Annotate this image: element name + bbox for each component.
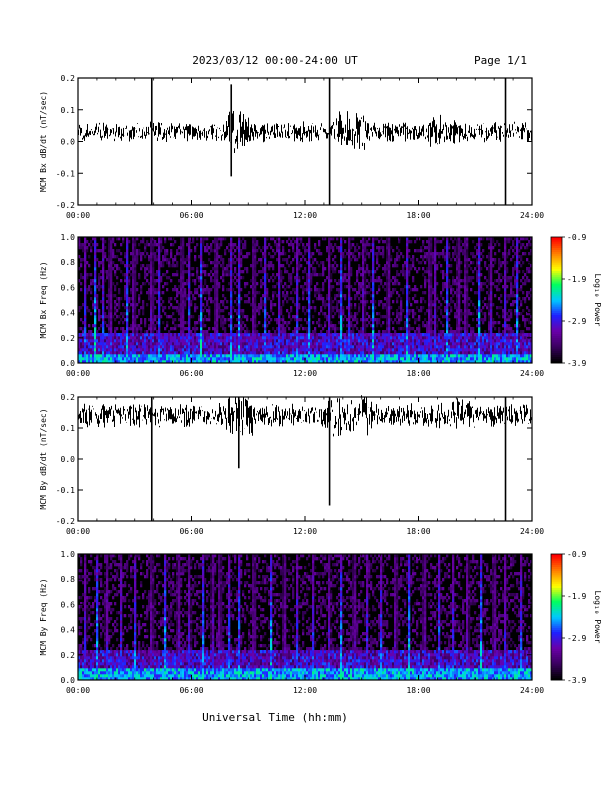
panel-bx-trace: 00:00 06:00 12:00 18:00 24:00 -0.2 -0.1 0.0 0.1 0… — [39, 74, 544, 220]
y-tick-label: 0.6 — [61, 283, 76, 292]
colorbar-tick-label: -1.9 — [567, 275, 586, 284]
x-tick-label: 12:00 — [293, 527, 317, 536]
y-axis-label: MCM By dB/dt (nT/sec) — [39, 408, 48, 509]
y-tick-label: 0.2 — [61, 393, 76, 402]
x-tick-label: 24:00 — [520, 211, 544, 220]
y-tick-label: 0.6 — [61, 600, 76, 609]
colorbar-label: Log₁₀ Power — [593, 591, 602, 644]
panel-by-spectrogram: -0.9 -1.9 -2.9 -3.9 Log₁₀ Power 00:00 06:00 12:… — [39, 550, 602, 695]
x-tick-label: 18:00 — [406, 686, 430, 695]
x-tick-label: 18:00 — [406, 211, 430, 220]
panel-bx-spectrogram: -0.9 -1.9 -2.9 -3.9 Log₁₀ Power 00:00 06:00 12:… — [39, 233, 602, 378]
y-tick-label: 0.8 — [61, 575, 76, 584]
y-tick-label: 0.1 — [61, 106, 76, 115]
x-tick-label: 24:00 — [520, 527, 544, 536]
plot-frame — [77, 77, 533, 206]
y-tick-label: 1.0 — [61, 550, 76, 559]
x-tick-label: 06:00 — [179, 527, 203, 536]
colorbar-frame — [550, 553, 563, 681]
colorbar-label: Log₁₀ Power — [593, 274, 602, 327]
x-tick-label: 00:00 — [66, 527, 90, 536]
y-tick-label: 0.8 — [61, 258, 76, 267]
y-tick-label: 0.0 — [61, 359, 76, 368]
colorbar-tick-label: -0.9 — [567, 233, 586, 242]
y-tick-label: 1.0 — [61, 233, 76, 242]
x-tick-label: 00:00 — [66, 686, 90, 695]
colorbar-tick-label: -2.9 — [567, 634, 586, 643]
spectrogram-cells — [78, 554, 533, 681]
colorbar-tick-label: -1.9 — [567, 592, 586, 601]
y-tick-label: -0.1 — [56, 486, 75, 495]
y-tick-label: 0.4 — [61, 309, 76, 318]
x-tick-label: 24:00 — [520, 686, 544, 695]
x-tick-label: 18:00 — [406, 369, 430, 378]
y-tick-label: 0.0 — [61, 138, 76, 147]
x-tick-label: 06:00 — [179, 686, 203, 695]
y-tick-label: 0.2 — [61, 334, 76, 343]
colorbar: -0.9 -1.9 -2.9 -3.9 Log₁₀ Power — [550, 550, 602, 685]
colorbar-tick-label: -3.9 — [567, 676, 586, 685]
y-tick-label: -0.2 — [56, 517, 75, 526]
spectrogram-cells — [78, 237, 533, 364]
x-tick-label: 24:00 — [520, 369, 544, 378]
colorbar-tick-label: -3.9 — [567, 359, 586, 368]
x-axis-label: Universal Time (hh:mm) — [202, 711, 348, 724]
y-tick-label: 0.4 — [61, 626, 76, 635]
chart-title: 2023/03/12 00:00-24:00 UT — [192, 54, 358, 67]
x-tick-label: 12:00 — [293, 211, 317, 220]
x-tick-label: 12:00 — [293, 369, 317, 378]
y-tick-label: 0.2 — [61, 651, 76, 660]
y-tick-label: 0.2 — [61, 74, 76, 83]
y-tick-label: 0.0 — [61, 455, 76, 464]
y-axis-label: MCM Bx dB/dt (nT/sec) — [39, 91, 48, 192]
x-tick-label: 12:00 — [293, 686, 317, 695]
y-axis-label: MCM By Freq (Hz) — [39, 578, 48, 655]
colorbar-tick-label: -2.9 — [567, 317, 586, 326]
x-tick-label: 00:00 — [66, 369, 90, 378]
panel-by-trace: 00:00 06:00 12:00 18:00 24:00 -0.2 -0.1 0.0 0.1 0… — [39, 393, 544, 536]
y-tick-label: -0.1 — [56, 169, 75, 178]
colorbar-tick-label: -0.9 — [567, 550, 586, 559]
colorbar: -0.9 -1.9 -2.9 -3.9 Log₁₀ Power — [550, 233, 602, 368]
x-tick-label: 18:00 — [406, 527, 430, 536]
y-tick-label: -0.2 — [56, 201, 75, 210]
y-tick-label: 0.0 — [61, 676, 76, 685]
page-indicator: Page 1/1 — [474, 54, 527, 67]
x-tick-label: 00:00 — [66, 211, 90, 220]
trace-line — [78, 111, 532, 153]
y-tick-label: 0.1 — [61, 424, 76, 433]
y-axis-label: MCM Bx Freq (Hz) — [39, 261, 48, 338]
x-tick-label: 06:00 — [179, 211, 203, 220]
x-tick-label: 06:00 — [179, 369, 203, 378]
colorbar-frame — [550, 236, 563, 364]
